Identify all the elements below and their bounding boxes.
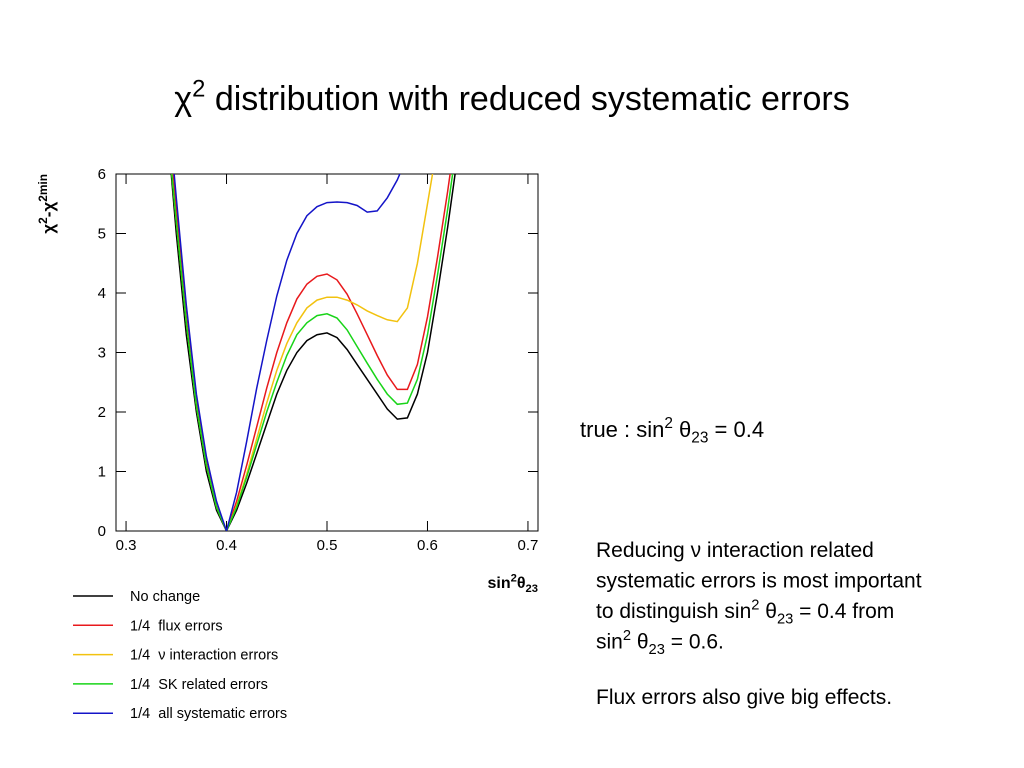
legend-label: 1/4 all systematic errors	[130, 706, 287, 722]
chart-title-part: distribution with reduced systematic err…	[205, 80, 849, 118]
x-axis-label: sin2θ23	[488, 573, 538, 595]
note-line: Flux errors also give big effects.	[596, 686, 892, 709]
note-line: Reducing ν interaction related	[596, 539, 874, 562]
annotation-part: 23	[691, 430, 708, 447]
annotation-part: = 0.4	[708, 417, 764, 442]
y-axis-label-part: χ	[39, 224, 58, 234]
legend-label: 1/4 SK related errors	[130, 677, 268, 693]
y-tick-label: 5	[98, 226, 106, 243]
note-line-part: Flux errors also give big effects.	[596, 686, 892, 709]
legend-label: No change	[130, 589, 200, 605]
note-line-part: Reducing	[596, 539, 691, 562]
note-line-part: to distinguish sin	[596, 600, 751, 623]
x-tick-label: 0.6	[417, 537, 438, 554]
note-line-part: systematic errors is most important	[596, 570, 922, 593]
x-axis-label-part: sin	[488, 575, 511, 592]
y-tick-label: 2	[98, 404, 106, 421]
note-line: sin2 θ23 = 0.6.	[596, 628, 724, 658]
note-line-part: θ	[631, 631, 649, 654]
note-line-part: 23	[777, 611, 793, 627]
y-axis-label-part: min	[36, 174, 50, 195]
note-line: to distinguish sin2 θ23 = 0.4 from	[596, 598, 894, 628]
legend-label: 1/4 ν interaction errors	[130, 648, 278, 664]
x-axis-label-part: θ	[517, 575, 526, 592]
y-tick-label: 3	[98, 345, 106, 362]
note-line-part: ν	[691, 539, 702, 562]
annotation: true : sin2 θ23 = 0.4	[580, 415, 764, 446]
y-tick-label: 1	[98, 464, 106, 481]
x-tick-label: 0.5	[317, 537, 338, 554]
y-axis-label-part: 2	[36, 195, 50, 202]
x-axis-label-part: 23	[526, 583, 538, 595]
note-line-part: sin	[596, 631, 623, 654]
chart-title-part: χ	[174, 80, 192, 118]
y-axis-label-part: 2	[36, 217, 50, 224]
note-line-part: interaction related	[701, 539, 874, 562]
series-line	[172, 174, 451, 531]
annotation-part: 2	[664, 415, 673, 432]
lines	[170, 174, 456, 531]
note-line: systematic errors is most important	[596, 570, 922, 593]
y-tick-label: 0	[98, 523, 106, 540]
chart-title: χ2 distribution with reduced systematic …	[174, 75, 849, 118]
note-line-part: θ	[759, 600, 777, 623]
y-tick-label: 6	[98, 166, 106, 183]
y-axis-label-part: -χ	[39, 202, 58, 218]
note-line-part: 2	[623, 628, 631, 644]
series-line	[173, 174, 401, 531]
annotation-part: θ	[673, 417, 691, 442]
y-tick-label: 4	[98, 285, 106, 302]
note-line-part: = 0.4 from	[793, 600, 894, 623]
annotation-part: true : sin	[580, 417, 664, 442]
note-line-part: 23	[649, 642, 665, 658]
x-tick-label: 0.3	[116, 537, 137, 554]
series-line	[171, 174, 454, 531]
note-line-part: 2	[751, 598, 759, 614]
note-line-part: = 0.6.	[665, 631, 724, 654]
y-axis-label: χ2-χ2min	[36, 174, 58, 234]
x-tick-label: 0.7	[518, 537, 539, 554]
chart-title-part: 2	[192, 75, 205, 102]
series-line	[170, 174, 456, 531]
x-axis-label-part: 2	[511, 573, 517, 585]
legend-label: 1/4 flux errors	[130, 618, 223, 634]
x-tick-label: 0.4	[216, 537, 237, 554]
